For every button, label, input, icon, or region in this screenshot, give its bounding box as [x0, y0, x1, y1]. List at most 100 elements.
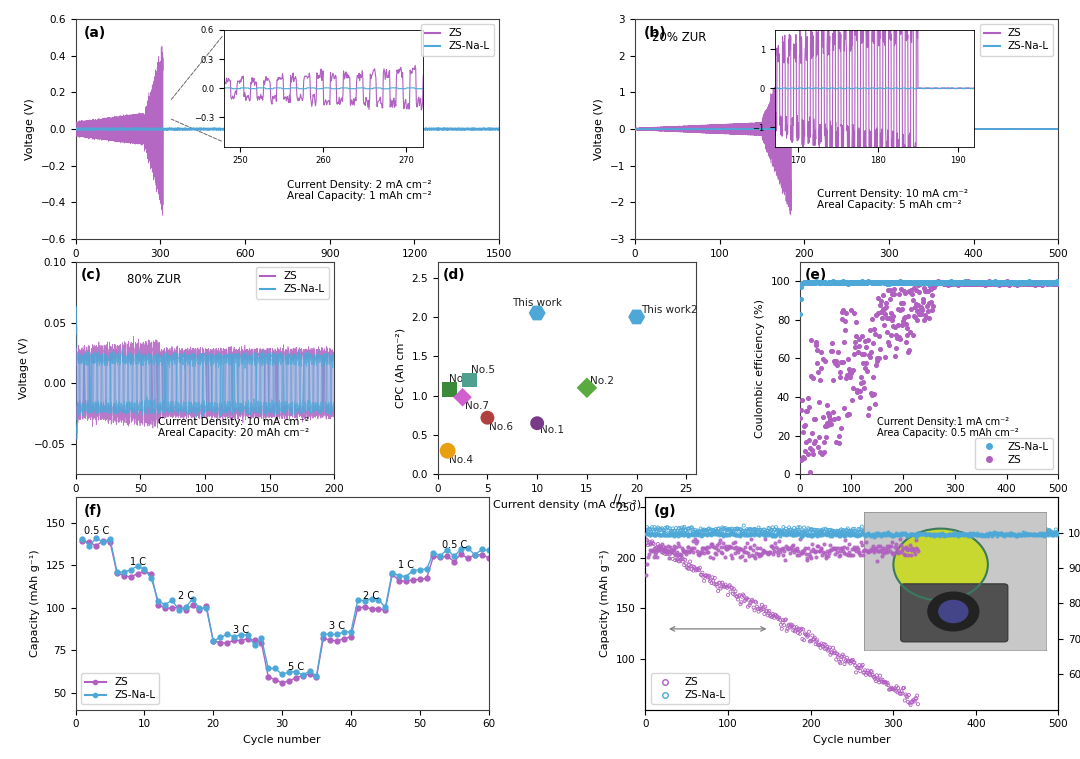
ZS-Na-L	[810, 276, 827, 288]
ZS-Na-L	[1015, 277, 1032, 289]
ZS-Na-L	[920, 278, 937, 290]
Point	[689, 545, 706, 557]
Point	[765, 610, 782, 622]
Point	[852, 528, 869, 540]
ZS	[975, 277, 993, 289]
Point	[691, 528, 708, 540]
Point	[955, 529, 972, 541]
Point	[893, 528, 910, 540]
Point	[839, 522, 856, 534]
Point	[748, 542, 766, 554]
ZS-Na-L	[906, 277, 923, 289]
ZS-Na-L	[847, 277, 864, 289]
Point	[741, 599, 758, 611]
Point	[899, 525, 916, 537]
ZS-Na-L	[891, 276, 908, 288]
Point	[637, 528, 654, 540]
Point	[649, 538, 666, 550]
ZS-Na-L	[924, 276, 942, 288]
Point	[1036, 525, 1053, 537]
ZS-Na-L	[827, 276, 845, 288]
ZS-Na-L	[845, 276, 862, 288]
ZS-Na-L	[988, 278, 1005, 290]
Point	[683, 528, 700, 540]
Point	[653, 538, 671, 550]
Point	[717, 578, 734, 591]
Point	[859, 664, 876, 676]
Point	[707, 578, 725, 591]
ZS	[828, 346, 846, 358]
Point	[874, 525, 891, 537]
Point	[843, 524, 861, 537]
ZS	[941, 277, 958, 289]
Point	[1031, 528, 1049, 540]
Point	[995, 524, 1012, 536]
Text: No.1: No.1	[540, 426, 564, 436]
ZS-Na-L	[842, 276, 860, 288]
ZS-Na-L	[980, 276, 997, 288]
Point	[661, 552, 678, 564]
Point	[894, 520, 912, 532]
Point	[868, 669, 886, 682]
ZS-Na-L	[917, 276, 934, 288]
Point	[850, 546, 867, 559]
Point	[877, 676, 894, 688]
Point	[858, 669, 875, 681]
Point	[883, 528, 901, 540]
ZS	[880, 311, 897, 323]
Point	[804, 538, 821, 550]
Point	[909, 529, 927, 541]
ZS-Na-L	[970, 276, 987, 288]
Point	[800, 625, 818, 638]
Point	[1024, 528, 1041, 540]
Point	[999, 528, 1016, 540]
Point	[968, 526, 985, 538]
ZS-Na-L	[1034, 276, 1051, 288]
ZS-Na-L	[1050, 277, 1067, 289]
Point	[1041, 528, 1058, 540]
Point	[640, 544, 658, 556]
Point	[759, 548, 777, 560]
ZS	[875, 303, 892, 315]
Text: No.4: No.4	[448, 455, 473, 465]
Point	[887, 682, 904, 694]
ZS-Na-L	[220, 630, 233, 639]
ZS	[998, 277, 1015, 289]
Point	[708, 581, 726, 593]
Point	[1020, 522, 1037, 534]
Point	[999, 528, 1016, 540]
ZS-Na-L	[902, 277, 919, 289]
Point	[654, 541, 672, 553]
ZS	[1002, 277, 1020, 289]
Point	[904, 696, 921, 708]
ZS	[873, 294, 890, 307]
Point	[990, 528, 1008, 540]
Point	[727, 525, 744, 537]
ZS-Na-L	[991, 276, 1009, 288]
Point	[972, 528, 989, 540]
Point	[663, 543, 680, 556]
Point	[680, 559, 698, 571]
Point	[954, 527, 971, 539]
ZS-Na-L	[1018, 276, 1036, 288]
Point	[825, 525, 842, 537]
Point	[807, 528, 824, 540]
Point	[764, 530, 781, 542]
Point	[1013, 526, 1030, 538]
Point	[781, 622, 798, 634]
ZS	[958, 276, 975, 288]
ZS-Na-L	[848, 277, 865, 289]
Point	[1038, 526, 1055, 538]
ZS-Na-L	[809, 276, 826, 288]
ZS-Na-L	[948, 276, 966, 288]
Point	[818, 643, 835, 655]
ZS	[1018, 277, 1036, 289]
ZS-Na-L	[186, 594, 199, 603]
ZS	[876, 303, 893, 315]
Point	[675, 545, 692, 557]
Point	[1024, 528, 1041, 540]
Point	[831, 527, 848, 539]
Point	[869, 527, 887, 539]
Point	[713, 581, 730, 593]
Point	[905, 694, 922, 707]
